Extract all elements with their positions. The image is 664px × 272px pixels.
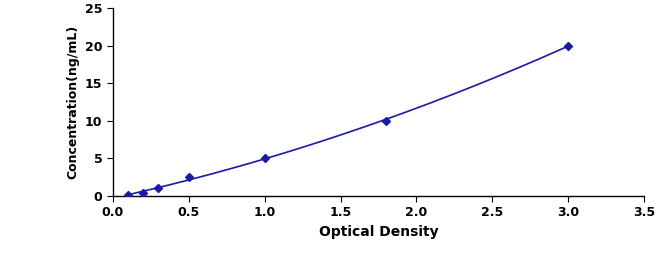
- X-axis label: Optical Density: Optical Density: [319, 225, 438, 239]
- Y-axis label: Concentration(ng/mL): Concentration(ng/mL): [66, 25, 80, 179]
